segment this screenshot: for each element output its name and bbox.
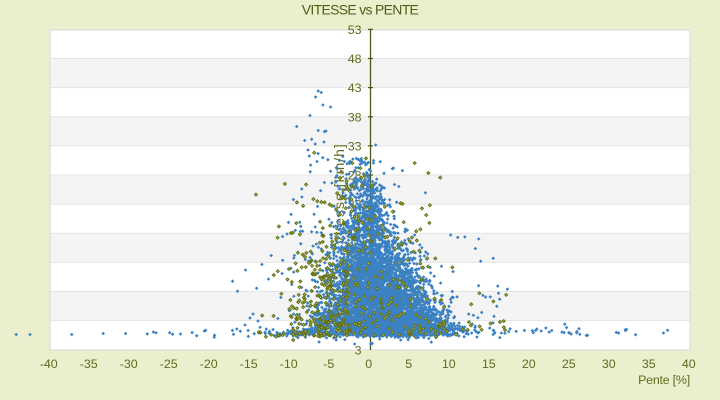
svg-text:-35: -35	[80, 357, 98, 371]
svg-text:-20: -20	[200, 357, 218, 371]
svg-text:0: 0	[365, 357, 372, 371]
svg-text:43: 43	[348, 81, 362, 95]
svg-text:-15: -15	[240, 357, 258, 371]
svg-text:VITESSE vs PENTE: VITESSE vs PENTE	[302, 2, 419, 18]
svg-text:48: 48	[348, 52, 362, 66]
svg-text:33: 33	[348, 140, 362, 154]
svg-text:40: 40	[682, 357, 696, 371]
svg-text:30: 30	[602, 357, 616, 371]
svg-text:5: 5	[405, 357, 412, 371]
svg-text:-30: -30	[120, 357, 138, 371]
svg-text:25: 25	[562, 357, 576, 371]
svg-text:20: 20	[522, 357, 536, 371]
svg-text:-40: -40	[40, 357, 58, 371]
svg-text:-25: -25	[160, 357, 178, 371]
svg-text:3: 3	[355, 344, 362, 358]
svg-text:15: 15	[482, 357, 496, 371]
svg-text:28: 28	[348, 169, 362, 183]
svg-text:-5: -5	[323, 357, 334, 371]
svg-text:53: 53	[348, 23, 362, 37]
svg-text:-10: -10	[280, 357, 298, 371]
svg-text:Vitesse [km/h]: Vitesse [km/h]	[331, 143, 347, 245]
svg-text:Pente [%]: Pente [%]	[638, 373, 690, 387]
svg-text:10: 10	[442, 357, 456, 371]
svg-text:38: 38	[348, 110, 362, 124]
svg-text:35: 35	[642, 357, 656, 371]
